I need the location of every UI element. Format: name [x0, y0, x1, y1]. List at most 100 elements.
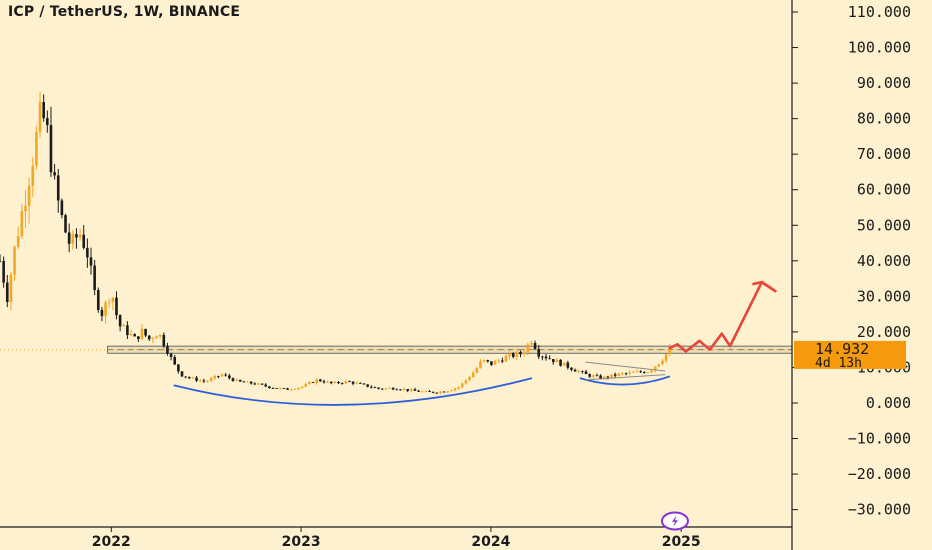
candle-body — [238, 379, 242, 382]
candle-47 — [169, 352, 173, 361]
candle-145 — [526, 342, 530, 356]
candle-body — [86, 247, 89, 258]
candle-158 — [573, 368, 577, 372]
candle-49 — [177, 364, 180, 374]
candle-21 — [75, 228, 78, 249]
candle-11 — [38, 91, 42, 138]
candle-128 — [464, 379, 468, 385]
candle-body — [413, 389, 417, 391]
candle-42 — [151, 336, 155, 344]
candle-124 — [450, 389, 453, 392]
candle-body — [27, 185, 31, 206]
candle-75 — [271, 387, 275, 390]
candle-58 — [209, 376, 213, 383]
candle-120 — [435, 392, 439, 394]
candle-25 — [89, 247, 93, 275]
annotations-layer — [173, 280, 777, 406]
candle-70 — [253, 382, 257, 385]
candle-15 — [53, 163, 56, 180]
candle-27 — [96, 287, 100, 313]
candle-127 — [460, 382, 464, 389]
candle-115 — [417, 389, 420, 392]
candle-22 — [78, 228, 82, 242]
candle-body — [315, 379, 318, 383]
candle-body — [293, 389, 297, 390]
candle-55 — [198, 378, 202, 383]
candle-body — [366, 384, 369, 387]
candle-body — [613, 374, 617, 376]
candle-26 — [93, 259, 96, 295]
candle-body — [595, 375, 599, 377]
candle-body — [177, 364, 180, 372]
wedge-line-2 — [585, 374, 666, 381]
candle-body — [515, 351, 519, 357]
candle-109 — [395, 388, 399, 391]
candle-141 — [511, 352, 515, 359]
candle-body — [635, 371, 639, 373]
candle-69 — [249, 381, 253, 385]
candle-156 — [566, 360, 570, 370]
candle-body — [144, 328, 147, 336]
candle-170 — [617, 373, 621, 377]
candle-40 — [144, 328, 147, 338]
y-tick-label: 50.000 — [857, 216, 911, 234]
candle-body — [497, 360, 500, 362]
candle-111 — [402, 387, 406, 392]
candle-body — [235, 379, 238, 381]
candle-77 — [278, 387, 282, 390]
candle-29 — [104, 300, 107, 324]
candle-body — [249, 381, 253, 384]
candle-12 — [42, 94, 45, 122]
candle-body — [71, 234, 75, 244]
y-tick-label: 0.000 — [866, 394, 911, 412]
candle-body — [129, 334, 133, 336]
watermark-logo[interactable] — [660, 511, 689, 531]
candle-32 — [115, 291, 118, 320]
candle-59 — [213, 374, 217, 380]
candle-43 — [155, 335, 158, 339]
candle-body — [541, 356, 544, 358]
candle-body — [460, 383, 464, 388]
candle-176 — [639, 370, 642, 374]
candle-body — [268, 386, 271, 389]
y-tick-label: 20.000 — [857, 323, 911, 341]
candle-162 — [588, 373, 591, 378]
candle-body — [319, 379, 322, 382]
candle-129 — [468, 375, 471, 382]
candle-body — [377, 387, 380, 389]
candle-90 — [326, 380, 329, 383]
candle-78 — [282, 387, 286, 389]
candle-body — [16, 236, 20, 247]
candle-104 — [377, 387, 380, 390]
candle-body — [537, 349, 541, 357]
candle-body — [592, 375, 595, 377]
candle-body — [166, 346, 169, 354]
candle-159 — [577, 369, 581, 374]
candle-body — [322, 381, 326, 383]
candle-154 — [559, 359, 562, 367]
candle-body — [464, 380, 468, 384]
candle-body — [642, 372, 646, 373]
candle-body — [559, 359, 562, 366]
candle-126 — [457, 386, 460, 390]
candle-184 — [668, 343, 672, 356]
candle-85 — [308, 380, 311, 385]
candle-body — [420, 391, 424, 393]
candle-body — [78, 234, 82, 238]
candle-body — [511, 353, 515, 357]
candle-61 — [220, 373, 224, 378]
candle-86 — [311, 381, 315, 384]
candle-17 — [60, 198, 64, 219]
candle-body — [60, 200, 64, 216]
candle-134 — [486, 359, 490, 363]
candle-body — [344, 381, 348, 384]
candle-133 — [482, 359, 486, 363]
candle-80 — [289, 388, 293, 392]
candle-121 — [439, 390, 442, 395]
y-tick-label: 60.000 — [857, 181, 911, 199]
candle-45 — [162, 332, 166, 349]
candle-body — [140, 328, 144, 340]
candle-body — [46, 118, 49, 126]
candle-body — [253, 383, 257, 385]
